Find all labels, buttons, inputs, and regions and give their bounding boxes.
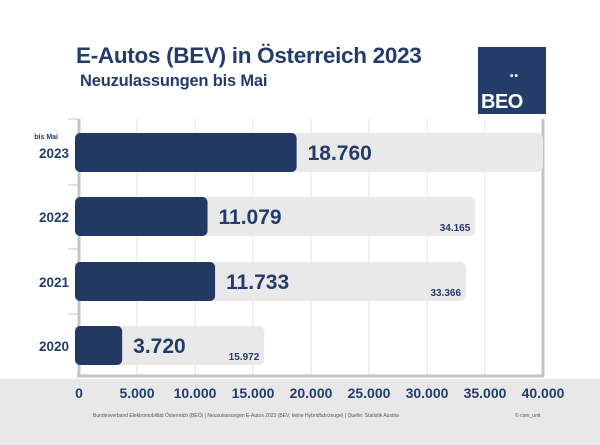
- value-label-2022: 11.079: [219, 206, 282, 229]
- x-tick-label: 10.000: [174, 385, 217, 401]
- chart-subtitle: Neuzulassungen bis Mai: [80, 72, 268, 90]
- x-tick-label: 35.000: [464, 385, 507, 401]
- value-label-2020: 3.720: [133, 335, 186, 358]
- category-label-2020: 2020: [39, 339, 69, 354]
- value-label-2023: 18.760: [308, 142, 372, 165]
- total-label-2022: 34.165: [440, 223, 471, 234]
- ytd-bar-2021: [75, 262, 216, 301]
- total-label-2021: 33.366: [430, 288, 461, 299]
- x-tick-label: 40.000: [522, 385, 565, 401]
- logo-text: BEO: [481, 91, 523, 113]
- x-tick-label: 15.000: [232, 385, 275, 401]
- x-tick-label: 25.000: [348, 385, 391, 401]
- ytd-bar-2023: [75, 133, 297, 172]
- beo-logo: •• BEO: [478, 47, 546, 114]
- x-tick-label: 30.000: [406, 385, 449, 401]
- ytd-bar-2022: [75, 197, 208, 236]
- chart-title: E-Autos (BEV) in Österreich 2023: [76, 43, 422, 68]
- ytd-bar-2020: [75, 326, 123, 365]
- footer-source-note: Bundesverband Elektromobilität Österreic…: [93, 413, 399, 419]
- category-annotation-2023: bis Mai: [34, 134, 58, 141]
- category-label-2022: 2022: [39, 210, 69, 225]
- category-label-2023: 2023: [39, 146, 70, 161]
- bars: 18.760 11.079 34.165 11.733 33.366 3.720 15.97…: [75, 133, 543, 365]
- value-label-2021: 11.733: [226, 271, 289, 294]
- category-label-2021: 2021: [39, 275, 70, 290]
- category-labels: 2023 bis Mai 2022 2021 2020: [34, 134, 69, 354]
- x-tick-label: 20.000: [290, 385, 333, 401]
- x-tick-label: 0: [75, 385, 83, 401]
- total-label-2020: 15.972: [229, 352, 260, 363]
- x-axis-ticks: 0 5.000 10.000 15.000 20.000 25.000 30.000 35.0…: [75, 385, 565, 401]
- footer-copyright: © com_unit: [515, 413, 541, 419]
- logo-dots-icon: ••: [510, 71, 520, 82]
- x-tick-label: 5.000: [119, 385, 154, 401]
- footer-band: [0, 379, 600, 445]
- total-bar-2020: [79, 326, 265, 365]
